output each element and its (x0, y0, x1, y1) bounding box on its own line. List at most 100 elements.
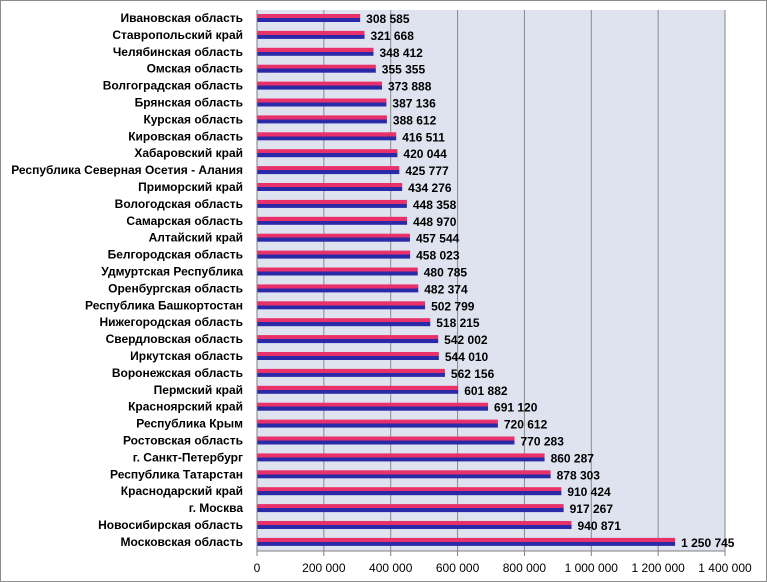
category-label: Пермский край (154, 383, 243, 397)
bar (257, 335, 439, 344)
value-label: 387 136 (392, 97, 436, 111)
bar (257, 98, 387, 107)
value-label: 420 044 (403, 147, 447, 161)
value-label: 878 303 (557, 468, 601, 482)
bars (257, 14, 676, 546)
x-tick-label: 400 000 (369, 561, 413, 575)
bar (257, 115, 387, 124)
category-label: Московская область (121, 535, 243, 549)
value-label: 348 412 (379, 46, 423, 60)
value-label: 388 612 (393, 113, 437, 127)
bar (257, 47, 374, 56)
value-label: 373 888 (388, 80, 432, 94)
category-label: Республика Северная Осетия - Алания (11, 163, 243, 177)
value-label: 562 156 (451, 367, 495, 381)
category-label: Иркутская область (130, 349, 243, 363)
value-label: 308 585 (366, 12, 410, 26)
bar (257, 402, 489, 411)
bar (257, 216, 408, 225)
category-label: Самарская область (126, 214, 243, 228)
category-label: Белгородская область (108, 248, 243, 262)
category-label: Республика Татарстан (110, 467, 243, 481)
value-label: 416 511 (402, 130, 445, 144)
category-label: Кировская область (128, 129, 243, 143)
category-label: Новосибирская область (98, 518, 243, 532)
bar (257, 183, 403, 191)
bar (257, 537, 676, 546)
bar (257, 250, 411, 259)
bar (257, 166, 400, 175)
category-label: Приморский край (138, 180, 243, 194)
value-label: 448 358 (413, 198, 457, 212)
bar (257, 436, 515, 445)
category-label: Хабаровский край (134, 146, 243, 160)
bar (257, 487, 562, 496)
value-label: 448 970 (413, 215, 457, 229)
category-labels: Ивановская область Ставропольский край Чел… (11, 11, 243, 549)
category-label: Свердловская область (106, 332, 243, 346)
bar (257, 301, 426, 310)
x-tick-label: 1 400 000 (698, 561, 752, 575)
bar (257, 30, 365, 39)
bar (257, 352, 439, 360)
bar (257, 453, 545, 462)
value-label: 601 882 (464, 384, 508, 398)
bar (257, 132, 397, 141)
category-label: Курская область (143, 112, 243, 126)
category-label: Волгоградская область (103, 79, 243, 93)
category-label: Алтайский край (149, 231, 243, 245)
value-labels: 308 585 321 668 348 412 355 355 373 888 387 1… (366, 12, 735, 550)
x-tick-label: 1 000 000 (565, 561, 619, 575)
plot-area (257, 10, 725, 551)
category-label: Вологодская область (115, 197, 243, 211)
x-tick-label: 0 (254, 561, 261, 575)
value-label: 458 023 (416, 249, 460, 263)
category-label: Республика Башкортостан (85, 298, 243, 312)
value-label: 691 120 (494, 401, 538, 415)
category-label: Удмуртская Республика (101, 265, 243, 279)
category-label: Оренбургская область (108, 281, 243, 295)
bar (257, 504, 564, 513)
value-label: 542 002 (444, 333, 488, 347)
x-tick-label: 1 200 000 (631, 561, 685, 575)
bar (257, 385, 459, 394)
bar (257, 419, 498, 428)
bar (257, 149, 398, 158)
value-label: 544 010 (445, 350, 489, 364)
category-label: г. Москва (189, 501, 244, 515)
bar (257, 199, 407, 208)
value-label: 321 668 (371, 29, 415, 43)
category-label: Нижегородская область (99, 315, 243, 329)
value-label: 434 276 (408, 181, 452, 195)
x-tick-label: 200 000 (302, 561, 346, 575)
value-label: 860 287 (551, 451, 595, 465)
bar (257, 284, 419, 293)
category-label: Краснодарский край (121, 484, 243, 498)
category-label: Красноярский край (128, 400, 243, 414)
category-label: Ставропольский край (112, 28, 243, 42)
category-label: Челябинская область (113, 45, 243, 59)
value-label: 917 267 (570, 502, 614, 516)
bar (257, 267, 418, 276)
value-label: 910 424 (567, 485, 611, 499)
category-label: Брянская область (135, 96, 243, 110)
category-label: Воронежская область (112, 366, 243, 380)
x-tick-label: 600 000 (436, 561, 480, 575)
bar (257, 14, 361, 22)
x-tick-labels: 0 200 000 400 000 600 000 800 000 1 000 000 1 … (254, 561, 752, 575)
bar (257, 81, 382, 90)
bar (257, 64, 376, 73)
value-label: 720 612 (504, 418, 548, 432)
category-label: Омская область (147, 62, 243, 76)
axes (256, 10, 726, 556)
value-label: 355 355 (382, 63, 426, 77)
category-label: Ростовская область (123, 434, 243, 448)
value-label: 518 215 (436, 316, 480, 330)
category-label: г. Санкт-Петербург (133, 450, 243, 464)
value-label: 482 374 (424, 282, 468, 296)
value-label: 457 544 (416, 232, 460, 246)
category-label: Ивановская область (120, 11, 243, 25)
value-label: 770 283 (520, 435, 564, 449)
bar (257, 233, 410, 242)
x-tick-label: 800 000 (503, 561, 547, 575)
